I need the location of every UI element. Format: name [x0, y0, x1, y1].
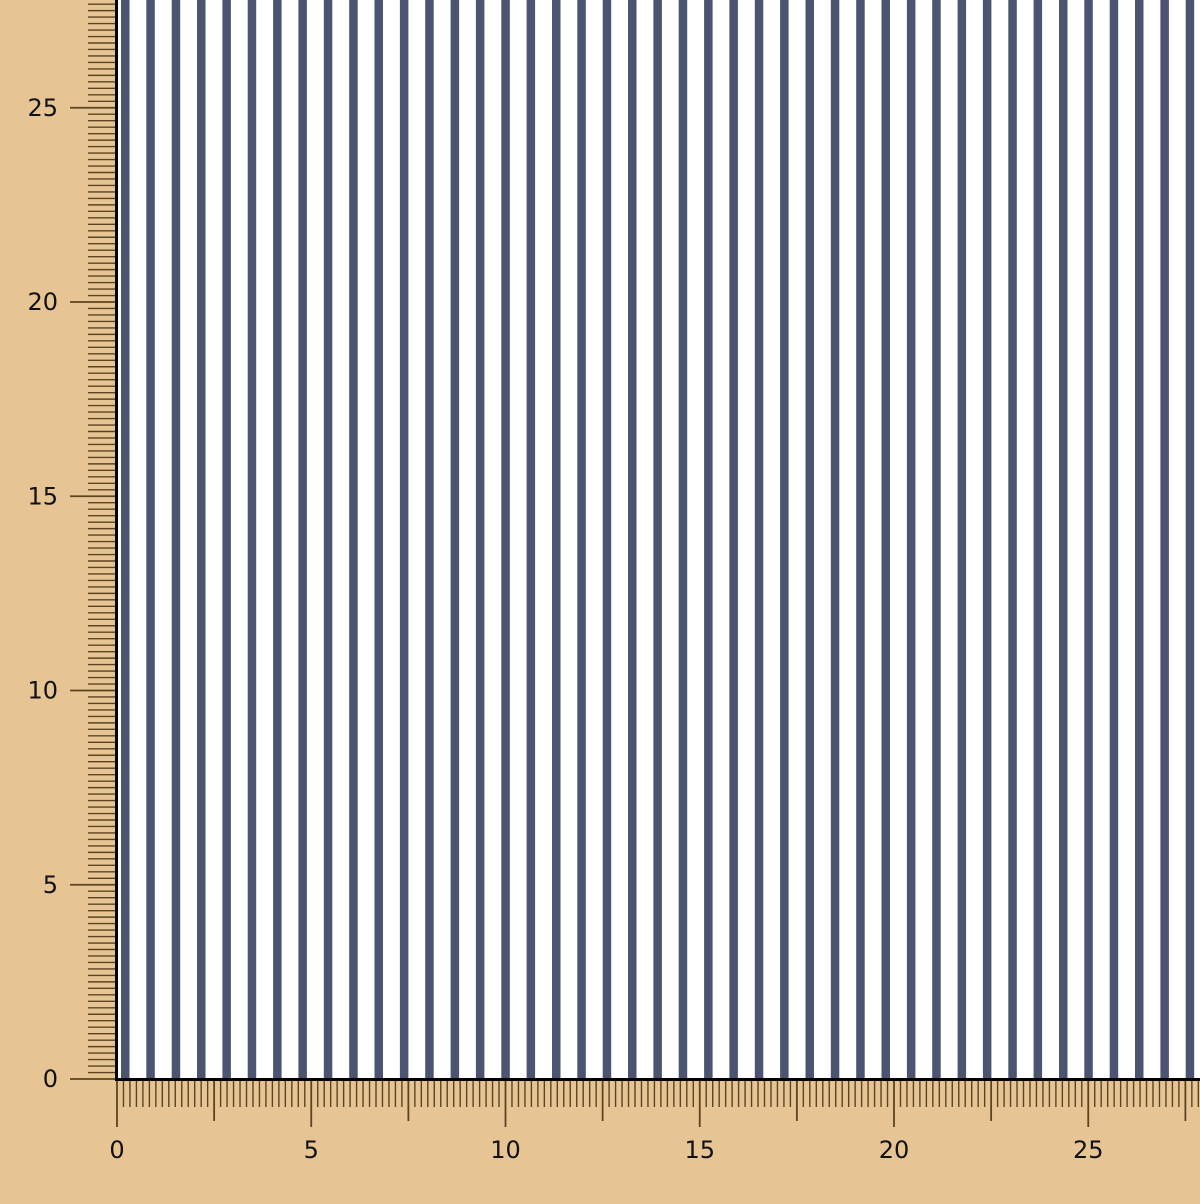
fabric-stripe: [121, 0, 130, 1079]
fabric-stripe: [374, 0, 383, 1079]
fabric-stripe: [957, 0, 967, 1079]
fabric-stripe: [399, 0, 409, 1079]
ruler-y-label: 20: [27, 288, 58, 316]
fabric-stripe: [526, 0, 536, 1079]
fabric-stripe: [450, 0, 460, 1079]
horizontal-ruler: 0 5 10 15 20 25: [109, 1081, 1200, 1164]
fabric-stripe: [298, 0, 307, 1079]
fabric-stripe: [222, 0, 231, 1079]
fabric-stripe: [146, 0, 155, 1079]
fabric-stripe: [881, 0, 890, 1079]
fabric-stripe: [475, 0, 485, 1079]
fabric-stripe: [323, 0, 333, 1079]
ruler-x-label: 5: [304, 1136, 319, 1164]
ruler-x-label: 0: [109, 1136, 124, 1164]
fabric-stripe: [273, 0, 282, 1079]
fabric-stripe: [425, 0, 434, 1079]
swatch-border-bottom: [115, 1078, 1200, 1081]
fabric-stripe: [678, 0, 688, 1079]
ruler-y-label: 5: [43, 871, 58, 899]
ruler-y-label: 0: [43, 1065, 58, 1093]
fabric-stripe: [349, 0, 358, 1079]
fabric-stripe: [704, 0, 713, 1079]
fabric-stripe: [729, 0, 738, 1079]
ruler-y-label: 10: [27, 677, 58, 705]
fabric-stripe: [982, 0, 992, 1079]
fabric-stripe: [1135, 0, 1144, 1079]
fabric-stripe: [780, 0, 789, 1079]
ruler-y-label: 25: [27, 94, 58, 122]
fabric-stripe: [628, 0, 637, 1079]
fabric-stripe: [602, 0, 612, 1079]
fabric-stripe: [501, 0, 510, 1079]
ruler-x-label: 15: [684, 1136, 715, 1164]
fabric-stripe: [1059, 0, 1068, 1079]
fabric-stripe: [805, 0, 814, 1079]
swatch-border-left: [115, 0, 118, 1081]
vertical-ruler: 0 5 10 15 20 25: [27, 3, 115, 1093]
fabric-stripe: [856, 0, 865, 1079]
fabric-stripe: [552, 0, 561, 1079]
fabric-stripe: [577, 0, 586, 1079]
fabric-stripe: [830, 0, 840, 1079]
fabric-stripe: [754, 0, 764, 1079]
ruler-x-label: 10: [490, 1136, 521, 1164]
fabric-stripe: [1084, 0, 1093, 1079]
fabric-stripe: [1109, 0, 1119, 1079]
fabric-stripe: [1033, 0, 1043, 1079]
ruler-x-label: 25: [1073, 1136, 1104, 1164]
fabric-swatch: [115, 0, 1200, 1081]
fabric-stripe: [1185, 0, 1195, 1079]
fabric-stripe: [932, 0, 941, 1079]
fabric-stripe: [171, 0, 181, 1079]
fabric-stripe: [653, 0, 662, 1079]
fabric-stripe: [247, 0, 257, 1079]
fabric-stripe: [1160, 0, 1169, 1079]
fabric-stripe: [906, 0, 916, 1079]
fabric-stripe: [197, 0, 206, 1079]
ruler-y-label: 15: [27, 482, 58, 510]
fabric-stripe: [1008, 0, 1017, 1079]
ruler-x-label: 20: [879, 1136, 910, 1164]
